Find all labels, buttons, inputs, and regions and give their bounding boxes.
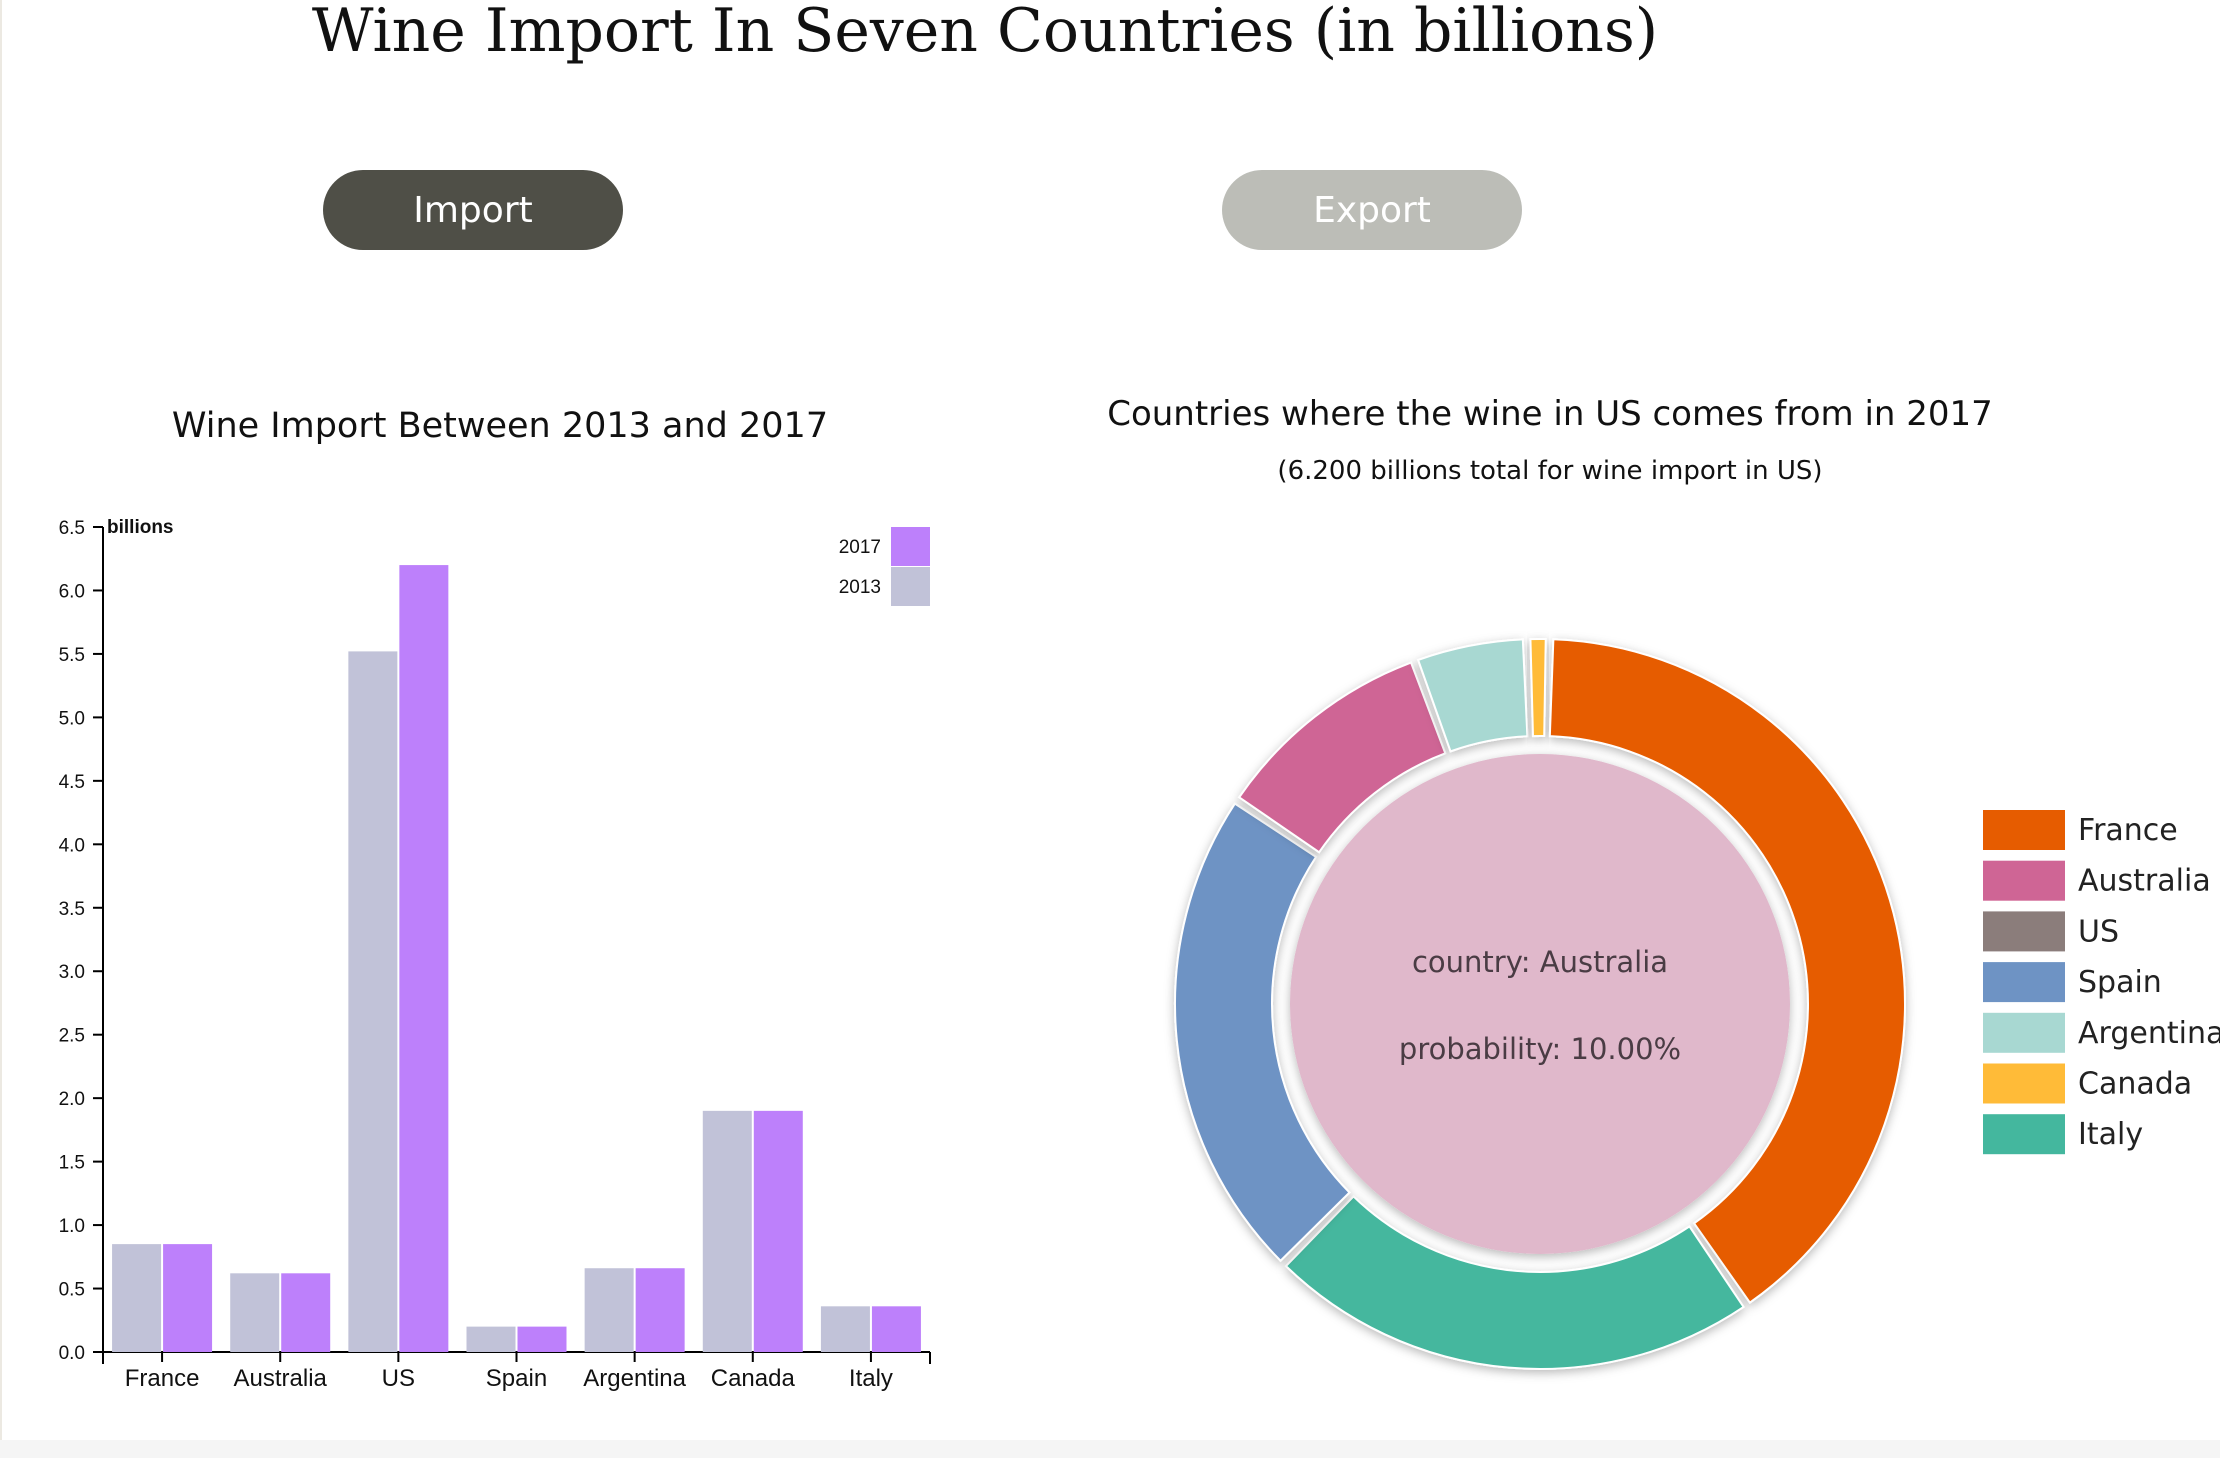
y-tick-label: 5.5 (59, 645, 85, 666)
x-tick-label: Australia (234, 1365, 328, 1392)
bar-2017-spain[interactable] (517, 1326, 567, 1352)
bar-chart: 0.0 0.5 1.0 1.5 2.0 2.5 3.0 3.5 4.0 4.5 5.0 5.5 6.0 6… (59, 517, 931, 1392)
donut-legend: France Australia US Spain Argentina Canada Ita… (1983, 810, 2220, 1155)
y-tick-label: 3.0 (59, 962, 85, 983)
bar-2013-spain[interactable] (466, 1326, 516, 1352)
donut-chart: country: Australia probability: 10.00% F… (1174, 638, 2220, 1370)
bar-2017-us[interactable] (399, 565, 449, 1352)
y-tick-label: 1.5 (59, 1153, 85, 1174)
donut-chart-subtitle: (6.200 billions total for wine import in… (1277, 456, 1823, 486)
legend-label-canada: Canada (2078, 1067, 2192, 1102)
bar-2013-france[interactable] (112, 1244, 162, 1352)
legend-label-2017: 2017 (839, 537, 881, 558)
y-tick-label: 5.0 (59, 708, 85, 729)
legend-label-argentina: Argentina (2078, 1016, 2220, 1051)
y-tick-label: 2.0 (59, 1089, 85, 1110)
x-tick-label: Spain (486, 1365, 547, 1392)
legend-label-us: US (2078, 914, 2119, 949)
bar-2017-argentina[interactable] (635, 1268, 685, 1352)
donut-slice-canada[interactable] (1529, 638, 1547, 738)
bar-2017-australia[interactable] (281, 1273, 331, 1352)
legend-swatch-argentina (1983, 1012, 2065, 1053)
bar-2013-argentina[interactable] (584, 1268, 634, 1352)
y-tick-label: 4.0 (59, 835, 85, 856)
x-tick-label: Argentina (583, 1365, 686, 1392)
donut-center-circle (1290, 754, 1790, 1254)
import-button[interactable]: Import (323, 170, 623, 250)
left-edge-line (0, 0, 2, 1458)
y-tick-label: 0.0 (59, 1343, 85, 1364)
bar-2017-italy[interactable] (871, 1306, 921, 1352)
legend-swatch-spain (1983, 962, 2065, 1003)
bottom-strip (0, 1440, 2220, 1458)
x-tick-label: US (382, 1365, 415, 1392)
legend-swatch-australia (1983, 860, 2065, 901)
bar-2017-canada[interactable] (753, 1110, 803, 1352)
y-tick-label: 2.5 (59, 1026, 85, 1047)
y-tick-label: 0.5 (59, 1280, 85, 1301)
y-axis-unit-label: billions (107, 517, 174, 538)
y-tick-label: 3.5 (59, 899, 85, 920)
legend-label-australia: Australia (2078, 864, 2211, 899)
x-tick-label: France (125, 1365, 200, 1392)
legend-swatch-us (1983, 911, 2065, 952)
bar-2013-us[interactable] (348, 651, 398, 1352)
donut-center-probability: probability: 10.00% (1399, 1032, 1681, 1066)
donut-slice-argentina[interactable] (1416, 638, 1529, 753)
y-tick-label: 6.0 (59, 581, 85, 602)
legend-swatch-2013 (891, 567, 930, 606)
y-tick-label: 4.5 (59, 772, 85, 793)
bar-2013-canada[interactable] (702, 1110, 752, 1352)
legend-swatch-2017 (891, 527, 930, 566)
x-tick-label: Canada (711, 1365, 796, 1392)
y-tick-label: 1.0 (59, 1216, 85, 1237)
bar-2013-australia[interactable] (230, 1273, 280, 1352)
page-title: Wine Import In Seven Countries (in billi… (311, 0, 1659, 66)
legend-swatch-canada (1983, 1063, 2065, 1104)
bar-2017-france[interactable] (163, 1244, 213, 1352)
legend-swatch-france (1983, 810, 2065, 850)
legend-label-italy: Italy (2078, 1117, 2143, 1152)
donut-slice-spain[interactable] (1174, 802, 1351, 1263)
donut-slice-italy[interactable] (1284, 1195, 1745, 1370)
bar-chart-title: Wine Import Between 2013 and 2017 (171, 406, 829, 446)
donut-chart-title: Countries where the wine in US comes fro… (1107, 394, 1993, 434)
y-tick-label: 6.5 (59, 518, 85, 539)
donut-center-country: country: Australia (1412, 945, 1668, 979)
x-tick-label: Italy (849, 1365, 893, 1392)
export-button[interactable]: Export (1222, 170, 1522, 250)
legend-label-2013: 2013 (839, 577, 881, 598)
donut-slice-france[interactable] (1548, 638, 1906, 1305)
legend-label-spain: Spain (2078, 965, 2162, 1000)
legend-swatch-italy (1983, 1114, 2065, 1155)
bar-2013-italy[interactable] (820, 1306, 870, 1352)
legend-label-france: France (2078, 813, 2178, 848)
donut-slice-australia[interactable] (1237, 661, 1447, 854)
